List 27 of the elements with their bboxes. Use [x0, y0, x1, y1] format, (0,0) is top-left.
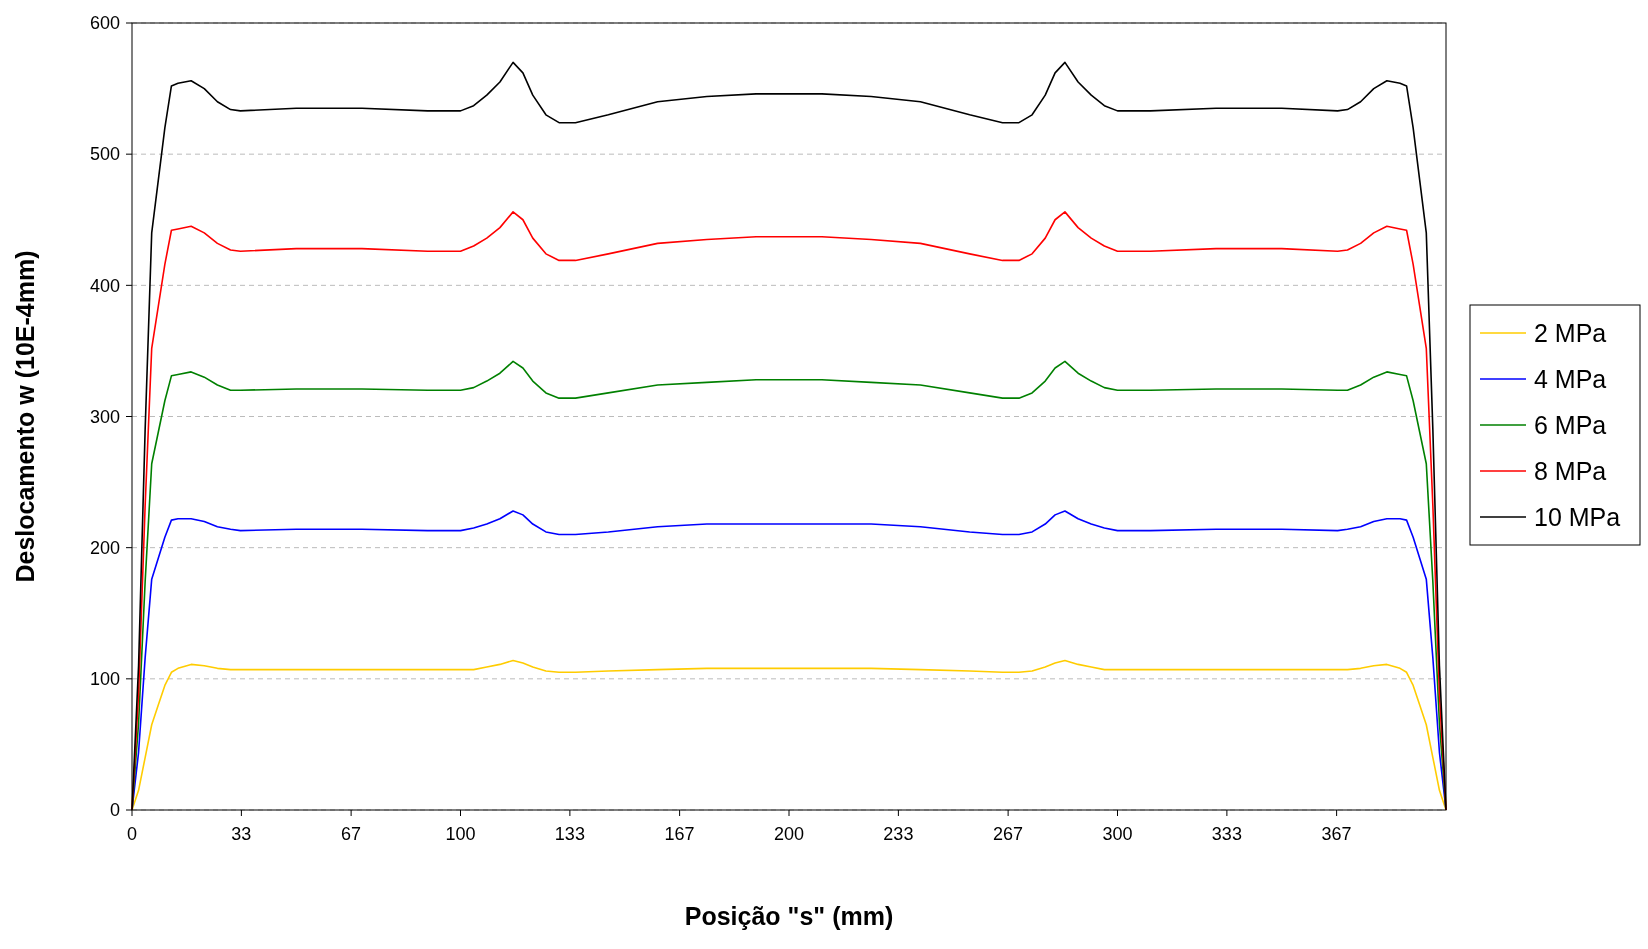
legend-label: 8 MPa: [1534, 456, 1607, 485]
x-tick-label: 333: [1211, 824, 1242, 844]
x-tick-label: 0: [126, 824, 138, 844]
y-tick-label: 100: [89, 669, 120, 690]
legend-label: 6 MPa: [1534, 410, 1607, 439]
x-tick-label: 100: [445, 824, 476, 844]
legend-label: 4 MPa: [1534, 364, 1607, 393]
x-tick-label: 233: [883, 824, 914, 844]
x-tick-label: 267: [993, 824, 1024, 844]
x-tick-label: 33: [231, 824, 252, 844]
y-tick-label: 600: [89, 13, 120, 34]
legend-label: 10 MPa: [1534, 502, 1621, 531]
x-tick-label: 133: [554, 824, 585, 844]
y-tick-label: 500: [89, 144, 120, 165]
y-axis-title: Deslocamento w (10E-4mm): [11, 250, 39, 583]
y-tick-label: 300: [89, 406, 120, 427]
y-tick-label: 0: [109, 800, 120, 821]
line-series: [131, 659, 1447, 811]
x-tick-label: 167: [664, 824, 695, 844]
x-tick-label: 367: [1321, 824, 1352, 844]
x-tick-label: 200: [773, 824, 805, 844]
x-axis-title: Posição "s" (mm): [684, 902, 894, 930]
x-tick-label: 67: [341, 824, 362, 844]
y-tick-label: 200: [89, 537, 120, 558]
y-tick-label: 400: [89, 275, 120, 296]
legend-label: 2 MPa: [1534, 318, 1607, 347]
x-tick-label: 300: [1102, 824, 1133, 844]
